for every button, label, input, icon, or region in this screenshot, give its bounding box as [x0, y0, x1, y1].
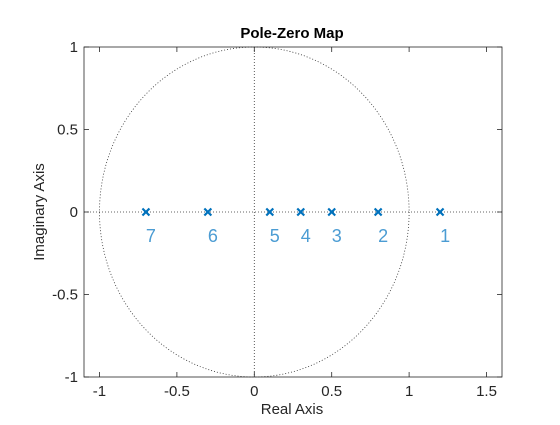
pole-label: 5	[270, 226, 280, 246]
pole-marker-stroke	[265, 207, 275, 217]
pole-label: 4	[301, 226, 311, 246]
chart-title: Pole-Zero Map	[240, 25, 343, 42]
pole-label: 2	[378, 226, 388, 246]
x-tick-label: 1.5	[476, 383, 497, 400]
y-tick-label: 0.5	[57, 122, 78, 139]
pole-marker-stroke	[141, 207, 151, 217]
pole-marker-stroke	[296, 207, 306, 217]
pole-marker-stroke	[203, 207, 213, 217]
pole-marker	[435, 207, 445, 217]
pole-label: 3	[332, 226, 342, 246]
pole-marker-stroke	[435, 207, 445, 217]
x-tick-label: 0	[250, 383, 258, 400]
x-tick-label: 1	[405, 383, 413, 400]
y-tick-label: 1	[70, 39, 78, 56]
y-tick-label: -0.5	[52, 287, 78, 304]
y-tick-label: -1	[65, 369, 78, 386]
y-tick-label: 0	[70, 204, 78, 221]
pole-label: 6	[208, 226, 218, 246]
pole-marker	[141, 207, 151, 217]
plot-content: -1 -0.5 0 0.5 1 1.5 -1 -0.5 0 0.5 1 1 2 3 4 5 6 7	[52, 39, 503, 400]
y-axis-label: Imaginary Axis	[31, 163, 48, 261]
pole-marker-stroke	[327, 207, 336, 217]
pole-marker	[327, 207, 336, 217]
pole-marker	[203, 207, 213, 217]
pole-marker	[373, 207, 383, 217]
pole-label: 7	[146, 226, 156, 246]
pole-marker-stroke	[373, 207, 383, 217]
x-tick-label: 0.5	[321, 383, 342, 400]
pole-marker	[265, 207, 275, 217]
pole-label: 1	[440, 226, 450, 246]
x-axis-label: Real Axis	[261, 401, 324, 418]
pole-marker	[296, 207, 306, 217]
x-tick-label: -0.5	[164, 383, 190, 400]
x-tick-label: -1	[93, 383, 106, 400]
